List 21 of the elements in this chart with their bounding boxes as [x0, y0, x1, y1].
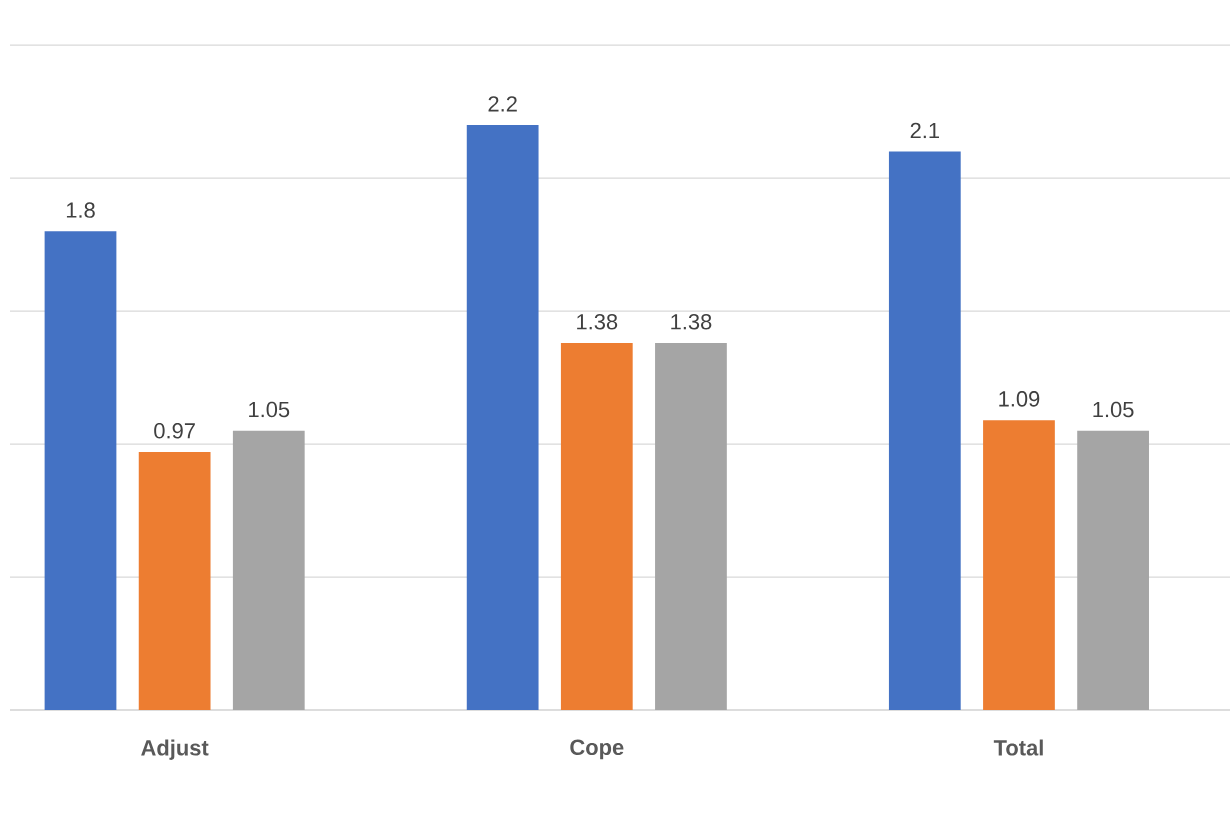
bar	[138, 452, 211, 710]
x-tick-label: Total	[993, 739, 1043, 756]
bar	[655, 343, 727, 710]
data-label: 1.38	[671, 313, 712, 330]
data-label: 2.1	[910, 122, 939, 139]
data-label: 1.09	[999, 391, 1040, 407]
bar	[983, 420, 1055, 710]
x-tick-label: Adjust	[141, 739, 209, 760]
bar	[1077, 430, 1149, 710]
data-label: 1.38	[577, 313, 618, 330]
data-label: 1.05	[1093, 401, 1134, 418]
bar	[466, 124, 539, 710]
bar	[560, 343, 633, 710]
data-label: 1.8	[66, 202, 95, 218]
bar	[44, 231, 117, 710]
bar	[232, 430, 305, 710]
x-tick-label: Cope	[570, 739, 624, 760]
data-label: 2.2	[488, 96, 517, 112]
bar	[888, 151, 961, 710]
data-label: 1.05	[249, 401, 290, 418]
data-label: 0.97	[154, 423, 195, 439]
